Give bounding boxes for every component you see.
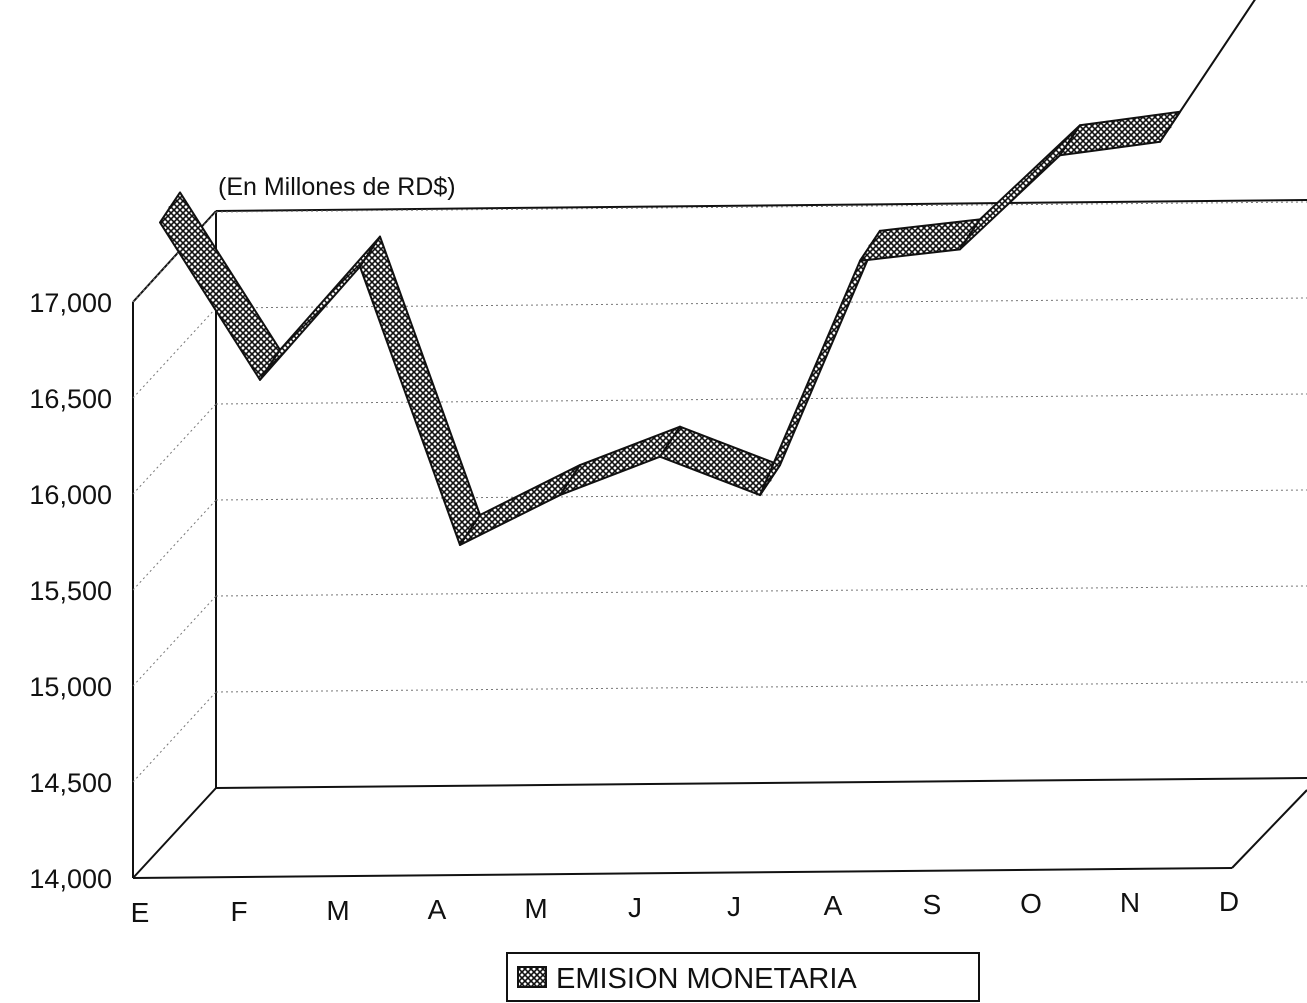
x-tick-label: E: [131, 897, 150, 928]
y-tick-label: 15,000: [29, 672, 112, 702]
ribbon-segment: [659, 425, 781, 497]
floor-left-edge: [132, 787, 217, 879]
gridlines: [132, 201, 1307, 783]
data-point: [1068, 138, 1072, 142]
ribbon-segment: [1059, 110, 1181, 157]
grid-diagonal: [132, 307, 217, 399]
data-point: [868, 244, 872, 248]
x-tick-label: M: [524, 893, 547, 924]
data-point: [668, 440, 672, 444]
data-point: [468, 528, 472, 532]
y-tick-label: 16,000: [29, 480, 112, 510]
ribbon-segment: [959, 124, 1081, 251]
data-point: [168, 205, 172, 209]
x-tick-label: D: [1219, 886, 1239, 917]
back-floor-edge: [215, 777, 1307, 789]
grid-diagonal: [132, 403, 217, 495]
legend-swatch-icon: [517, 966, 547, 988]
ribbon-segment: [759, 229, 881, 497]
x-tick-label: O: [1020, 888, 1042, 919]
ribbon-segment: [359, 235, 481, 546]
data-point: [568, 478, 572, 482]
ribbon-segment: [259, 235, 381, 381]
x-tick-label: A: [824, 890, 843, 921]
ribbon-segment: [459, 464, 581, 546]
grid-diagonal: [132, 595, 217, 687]
floor-right-edge: [1231, 789, 1307, 869]
data-point: [368, 250, 372, 254]
y-tick-label: 16,500: [29, 384, 112, 414]
ribbon-segment: [559, 425, 681, 497]
back-top-edge: [215, 199, 1307, 212]
x-tick-label: A: [428, 894, 447, 925]
x-tick-label: J: [727, 891, 741, 922]
y-tick-label: 14,000: [29, 864, 112, 894]
unit-label: (En Millones de RD$): [218, 173, 456, 201]
data-point: [968, 232, 972, 236]
x-tick-label: J: [628, 892, 642, 923]
x-tick-label: M: [326, 895, 349, 926]
x-tick-label: N: [1120, 887, 1140, 918]
floor-front-edge: [132, 867, 1233, 879]
series-ribbon: [159, 0, 1256, 546]
grid-line: [215, 489, 1307, 501]
grid-line: [215, 393, 1307, 405]
legend: EMISION MONETARIA: [506, 952, 980, 1002]
data-point: [1168, 125, 1172, 129]
y-tick-label: 15,500: [29, 576, 112, 606]
grid-diagonal: [132, 499, 217, 591]
grid-line: [215, 681, 1307, 693]
grid-line: [215, 201, 1307, 213]
y-tick-label: 17,000: [29, 288, 112, 318]
legend-label: EMISION MONETARIA: [556, 963, 857, 995]
ribbon-segment: [159, 191, 281, 381]
data-point: [268, 363, 272, 367]
y-axis-ticks: 14,000 14,500 15,000 15,500 16,000 16,500 17,0…: [29, 288, 112, 894]
x-tick-label: F: [230, 896, 247, 927]
legend-box: [506, 952, 980, 1002]
x-tick-label: S: [923, 889, 942, 920]
grid-diagonal: [132, 691, 217, 783]
y-tick-label: 14,500: [29, 768, 112, 798]
chart-frame: [132, 199, 1307, 879]
ribbon-segment: [1159, 0, 1256, 143]
grid-diagonal: [132, 211, 217, 303]
ribbon-segment: [859, 218, 981, 262]
data-point: [768, 478, 772, 482]
grid-line: [215, 585, 1307, 597]
